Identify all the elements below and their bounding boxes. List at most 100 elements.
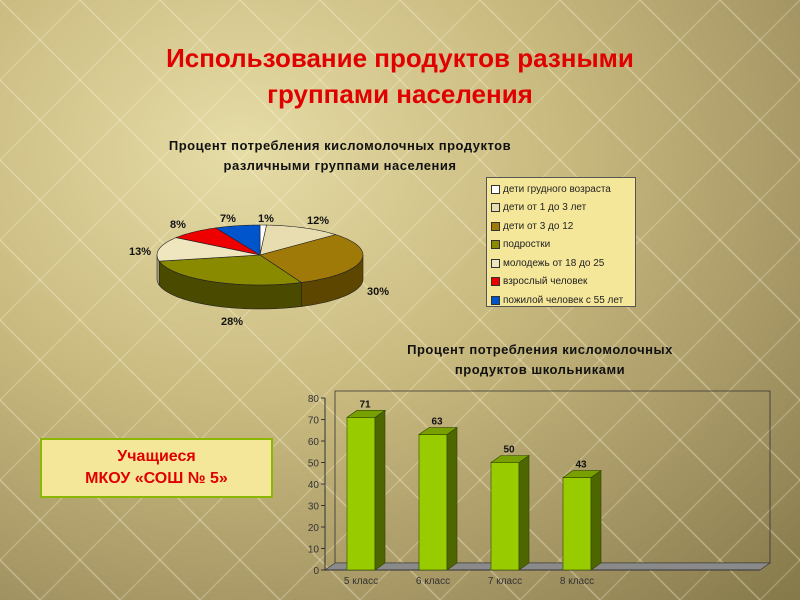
bar-data-label: 71 <box>359 399 371 410</box>
bar-side <box>518 454 530 571</box>
bar-side <box>446 426 458 571</box>
bar <box>562 477 592 571</box>
bar <box>346 417 376 571</box>
bg-line <box>0 0 480 600</box>
y-tick-label: 40 <box>308 480 320 491</box>
pie-data-label: 30% <box>367 286 389 298</box>
x-tick-label: 5 класс <box>344 576 378 587</box>
bg-line <box>479 0 800 322</box>
legend-swatch <box>491 184 500 194</box>
badge-line2: МКОУ «СОШ № 5» <box>85 470 228 487</box>
bg-line <box>0 158 441 600</box>
y-tick-label: 70 <box>308 416 320 427</box>
legend-swatch <box>491 240 500 250</box>
slide-title-line2: группами населения <box>267 79 533 109</box>
x-tick-label: 6 класс <box>416 576 450 587</box>
legend-label: дети от 1 до 3 лет <box>503 202 587 214</box>
y-tick-label: 60 <box>308 437 320 448</box>
bg-line <box>39 0 641 600</box>
legend-item: подростки <box>491 236 635 255</box>
legend-item: дети от 3 до 12 <box>491 217 635 236</box>
legend-label: подростки <box>503 239 551 251</box>
bg-line <box>119 0 721 600</box>
bar-data-label: 50 <box>503 445 515 456</box>
y-tick-label: 50 <box>308 459 320 470</box>
pie-slice-3 <box>158 254 303 286</box>
bg-line <box>0 0 161 162</box>
legend-swatch <box>491 277 500 287</box>
bar-top <box>418 427 458 435</box>
x-tick-label: 7 класс <box>488 576 522 587</box>
pie-data-label: 12% <box>307 215 329 227</box>
bar-title-line1: Процент потребления кисломолочных <box>407 342 673 357</box>
legend-item: молодежь от 18 до 25 <box>491 254 635 273</box>
bar-data-label: 63 <box>431 417 443 428</box>
plot-area <box>334 390 771 564</box>
pie-data-label: 8% <box>170 219 186 231</box>
bar <box>418 434 448 571</box>
y-tick-label: 10 <box>308 545 320 556</box>
bg-line <box>0 478 121 600</box>
bar-side <box>590 469 602 571</box>
legend-item: пожилой человек с 55 лет <box>491 291 635 310</box>
pie-data-label: 13% <box>129 246 151 258</box>
legend-item: дети от 1 до 3 лет <box>491 199 635 218</box>
bg-line <box>0 318 281 600</box>
pie-slice-6 <box>214 224 261 256</box>
legend-label: дети грудного возраста <box>503 183 611 195</box>
bar-top <box>490 455 530 463</box>
legend-swatch <box>491 203 500 213</box>
y-tick-label: 20 <box>308 523 320 534</box>
bg-line <box>159 0 761 600</box>
bar-chart-title: Процент потребления кисломолочных продук… <box>330 340 750 380</box>
slide-title-line1: Использование продуктов разными <box>166 43 634 73</box>
legend-swatch <box>491 295 500 305</box>
bg-line <box>0 238 361 600</box>
bg-line <box>399 0 800 402</box>
badge-line1: Учащиеся <box>117 448 196 465</box>
bg-line <box>0 0 400 600</box>
legend-item: взрослый человек <box>491 273 635 292</box>
pie-chart-title: Процент потребления кисломолочных продук… <box>120 136 560 176</box>
bg-line <box>439 238 800 600</box>
bar-top <box>562 470 602 478</box>
pie-title-line1: Процент потребления кисломолочных продук… <box>168 138 512 153</box>
pie-legend: дети грудного возраста дети от 1 до 3 лет… <box>486 177 636 307</box>
bg-line <box>0 0 241 242</box>
school-badge: Учащиеся МКОУ «СОШ № 5» <box>40 438 273 498</box>
x-tick-label: 8 класс <box>560 576 594 587</box>
pie-title-line2: различными группами населения <box>223 158 457 173</box>
y-tick-label: 30 <box>308 502 320 513</box>
bg-line <box>599 398 800 600</box>
legend-swatch <box>491 258 500 268</box>
bg-line <box>559 0 800 242</box>
slide-title: Использование продуктов разными группами… <box>0 40 800 112</box>
bar-side <box>374 409 386 571</box>
y-tick-label: 80 <box>308 394 320 405</box>
bg-line <box>0 0 321 322</box>
legend-label: пожилой человек с 55 лет <box>503 294 624 306</box>
bg-line <box>679 478 800 600</box>
legend-label: дети от 3 до 12 <box>503 220 574 232</box>
y-tick-label: 0 <box>313 566 319 577</box>
pie-slice-2 <box>259 234 364 283</box>
bar-top <box>346 410 386 418</box>
bg-line <box>0 398 201 600</box>
bar <box>490 462 520 571</box>
pie-data-label: 1% <box>258 213 274 225</box>
bg-line <box>359 158 800 600</box>
bg-line <box>519 318 800 600</box>
bg-line <box>639 0 800 162</box>
pie-data-label: 28% <box>221 316 243 328</box>
bar-data-label: 43 <box>575 460 587 471</box>
pie-data-label: 7% <box>220 213 236 225</box>
pie-slice-1 <box>259 224 337 256</box>
pie-slice-5 <box>175 227 261 256</box>
legend-item: дети грудного возраста <box>491 180 635 199</box>
legend-swatch <box>491 221 500 231</box>
legend-label: взрослый человек <box>503 276 588 288</box>
bar-title-line2: продуктов школьниками <box>454 362 626 377</box>
pie-slice-4 <box>156 237 261 262</box>
